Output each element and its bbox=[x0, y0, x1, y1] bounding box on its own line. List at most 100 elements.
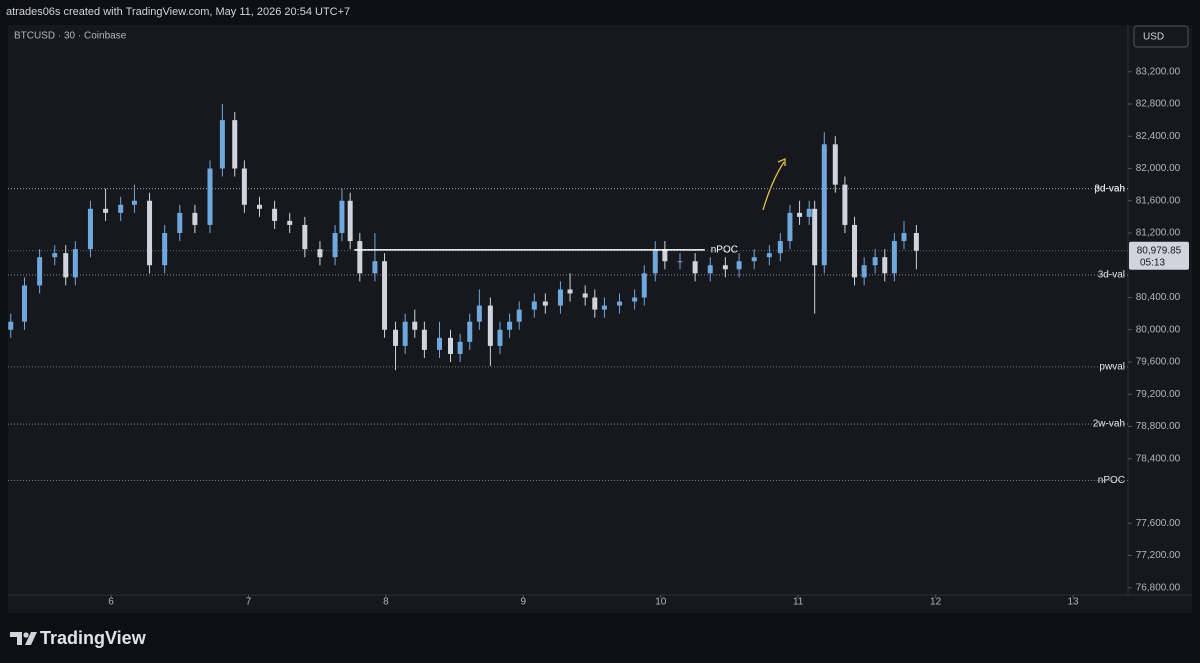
candle-body bbox=[21, 285, 27, 322]
candle-body bbox=[118, 204, 124, 213]
candle-body bbox=[347, 200, 353, 242]
candle-body bbox=[487, 305, 493, 346]
currency-button[interactable] bbox=[1133, 25, 1189, 48]
logo-shape bbox=[10, 632, 22, 645]
candle-body bbox=[692, 261, 698, 274]
candle-body bbox=[601, 305, 607, 310]
x-tick-label: 8 bbox=[383, 597, 389, 608]
candle-body bbox=[421, 329, 427, 350]
candle-body bbox=[219, 120, 225, 169]
candle-body bbox=[8, 321, 14, 330]
candle-body bbox=[87, 208, 93, 250]
symbol-title: BTCUSD · 30 · Coinbase bbox=[14, 31, 127, 42]
annotation-arrow-head bbox=[777, 158, 786, 166]
candle-body bbox=[641, 273, 647, 298]
candle-body bbox=[103, 208, 109, 213]
candle-body bbox=[722, 265, 728, 270]
candle-body bbox=[707, 265, 713, 274]
y-tick-label: 82,400.00 bbox=[1136, 131, 1181, 142]
y-tick-label: 83,200.00 bbox=[1136, 66, 1181, 77]
candle-body bbox=[777, 241, 783, 254]
candle-body bbox=[832, 144, 838, 185]
level-label: nPOC bbox=[1098, 475, 1125, 486]
candle-body bbox=[467, 321, 473, 342]
candle-body bbox=[256, 204, 262, 209]
candle-body bbox=[516, 309, 522, 322]
y-tick-label: 81,200.00 bbox=[1136, 228, 1181, 239]
candle-body bbox=[162, 233, 168, 266]
last-price-label: 80,979.85 bbox=[1137, 245, 1182, 256]
y-tick-label: 78,400.00 bbox=[1136, 453, 1181, 464]
candle-body bbox=[821, 144, 827, 266]
currency-label[interactable]: USD bbox=[1143, 32, 1164, 43]
candle-body bbox=[913, 233, 919, 251]
y-tick-label: 77,200.00 bbox=[1136, 550, 1181, 561]
x-tick-label: 12 bbox=[930, 597, 942, 608]
candle-body bbox=[891, 241, 897, 274]
candle-body bbox=[787, 212, 793, 242]
candle-body bbox=[617, 301, 623, 306]
candle-body bbox=[806, 208, 812, 217]
candle-body bbox=[437, 337, 443, 350]
candle-body bbox=[317, 249, 323, 258]
candle-body bbox=[272, 208, 278, 221]
candle-body bbox=[37, 257, 43, 286]
candle-body bbox=[842, 184, 848, 225]
candle-body bbox=[177, 212, 183, 234]
candle-body bbox=[412, 321, 418, 330]
level-label: 2w-vah bbox=[1093, 419, 1125, 430]
candle-body bbox=[861, 265, 867, 278]
candle-body bbox=[812, 208, 818, 266]
brand: TradingView bbox=[40, 628, 147, 648]
candle-body bbox=[557, 289, 563, 306]
candle-body bbox=[497, 329, 503, 346]
candle-body bbox=[339, 200, 345, 234]
candle-body bbox=[531, 301, 537, 310]
candle-body bbox=[131, 200, 137, 205]
brand-logo bbox=[10, 632, 37, 645]
y-tick-label: 80,000.00 bbox=[1136, 324, 1181, 335]
x-tick-label: 10 bbox=[655, 597, 667, 608]
candle-body bbox=[192, 212, 198, 225]
logo-dot bbox=[23, 632, 29, 638]
x-tick-label: 13 bbox=[1067, 597, 1079, 608]
candle-body bbox=[677, 261, 683, 263]
candle-body bbox=[582, 293, 588, 298]
candle-body bbox=[448, 337, 454, 354]
candle-body bbox=[302, 224, 308, 250]
candle-body bbox=[147, 200, 153, 266]
candle-body bbox=[457, 341, 463, 354]
candle-body bbox=[207, 168, 213, 225]
header: atrades06s created with TradingView.com,… bbox=[6, 6, 350, 18]
x-tick-label: 9 bbox=[521, 597, 527, 608]
candle-body bbox=[52, 253, 58, 258]
y-tick-label: 79,200.00 bbox=[1136, 389, 1181, 400]
candle-body bbox=[662, 249, 668, 262]
candle-body bbox=[287, 220, 293, 225]
candle-body bbox=[542, 301, 548, 306]
level-label: pwval bbox=[1099, 361, 1125, 372]
candle-body bbox=[797, 212, 803, 217]
y-tick-label: 82,000.00 bbox=[1136, 163, 1181, 174]
y-tick-label: 81,600.00 bbox=[1136, 195, 1181, 206]
candle-body bbox=[232, 120, 238, 169]
candle-body bbox=[592, 297, 598, 310]
logo-shape bbox=[25, 632, 37, 645]
candle-body bbox=[357, 241, 363, 274]
level-label: pd-vah bbox=[1094, 183, 1125, 194]
y-tick-label: 76,800.00 bbox=[1136, 582, 1181, 593]
candle-body bbox=[751, 257, 757, 262]
candle-body bbox=[241, 168, 247, 205]
candle-body bbox=[882, 257, 888, 274]
candle-body bbox=[901, 233, 907, 242]
last-price-tag bbox=[1129, 241, 1189, 270]
chart-panel bbox=[8, 25, 1192, 613]
candle-body bbox=[652, 249, 658, 274]
y-tick-label: 79,600.00 bbox=[1136, 357, 1181, 368]
candle-body bbox=[63, 253, 69, 278]
candle-body bbox=[332, 233, 338, 258]
candle-body bbox=[852, 224, 858, 278]
candle-body bbox=[872, 257, 878, 266]
y-tick-label: 82,800.00 bbox=[1136, 99, 1181, 110]
